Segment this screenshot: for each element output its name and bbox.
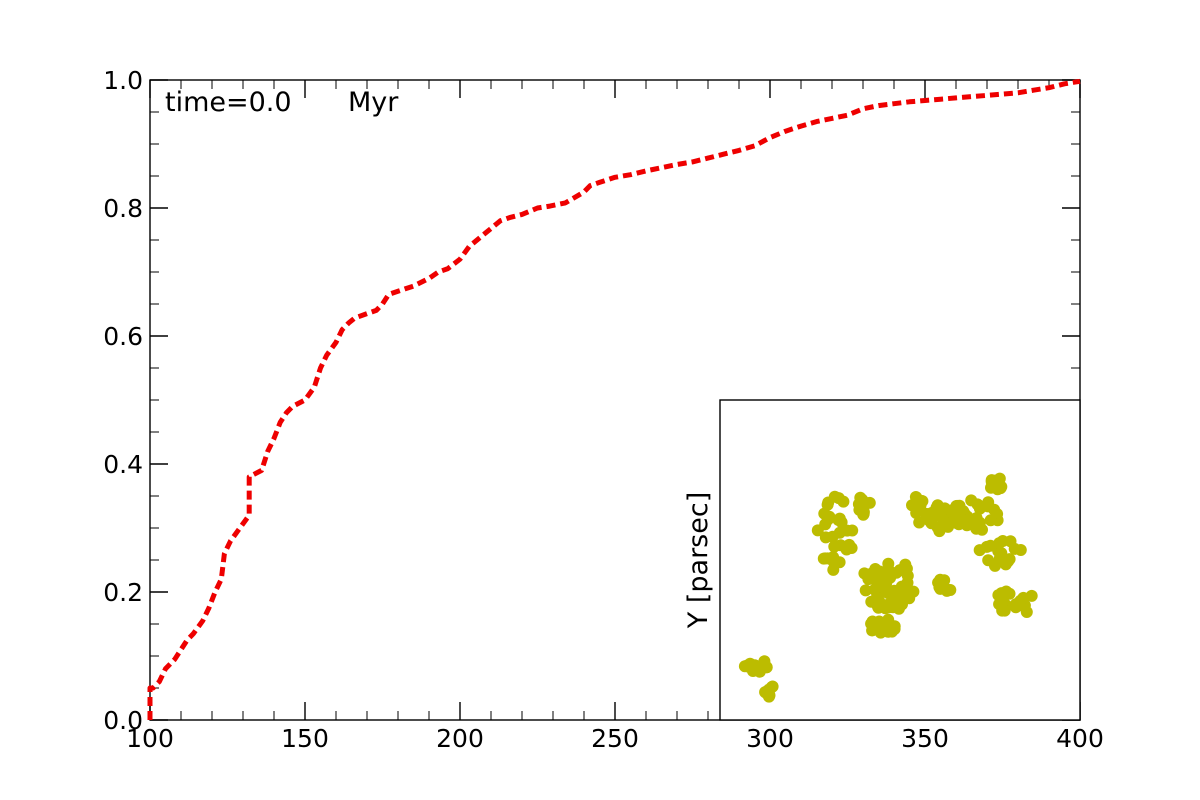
inset-scatter-point [1014, 544, 1027, 556]
inset-scatter-point [835, 516, 848, 529]
inset-scatter-point [882, 625, 895, 638]
inset-scatter-point [821, 498, 834, 511]
inset-scatter-point [893, 564, 906, 577]
inset-scatter-point [946, 503, 959, 516]
y-tick-label: 0.2 [103, 578, 143, 607]
inset-scatter-point [858, 567, 871, 580]
inset-scatter-point [870, 591, 883, 604]
cumulative-line-series [147, 78, 1081, 720]
inset-scatter-point [934, 581, 947, 594]
y-tick-labels: 0.0 0.2 0.4 0.6 0.8 1.0 [103, 66, 143, 735]
x-tick-label: 350 [901, 724, 949, 753]
inset-scatter-point [982, 554, 995, 567]
inset-scatter-point [996, 604, 1009, 617]
series-layer [147, 78, 1081, 720]
y-tick-label: 0.6 [103, 322, 143, 351]
time-annotation: time=0.0 [165, 87, 292, 118]
inset-plot-background [720, 400, 1080, 720]
inset-scatter-point [1014, 594, 1027, 607]
inset-scatter-point [970, 512, 983, 524]
inset-scatter-point [995, 587, 1008, 600]
inset-scatter-point [947, 514, 960, 527]
inset-scatter-point [821, 552, 834, 565]
inset-scatter-point [901, 576, 914, 589]
inset-scatter-point [888, 584, 901, 597]
inset-scatter-point [854, 491, 867, 504]
inset-scatter-point [1004, 535, 1017, 548]
inset-scatter-point [854, 504, 867, 517]
inset-scatter-point [763, 689, 776, 702]
inset-scatter-point [834, 539, 847, 552]
inset-scatter-point [984, 539, 997, 552]
inset-scatter-point [882, 613, 895, 626]
inset-scatter-point [1020, 606, 1033, 618]
inset-scatter-point [965, 494, 978, 507]
x-tick-label: 300 [746, 724, 794, 753]
inset-scatter-point [837, 495, 850, 508]
inset-y-axis-label: Y [parsec] [683, 492, 714, 629]
x-tick-labels: 100 150 200 250 300 350 400 [126, 724, 1104, 753]
inset-scatter-point [982, 496, 995, 509]
y-tick-label: 0.4 [103, 450, 143, 479]
inset-scatter-point [866, 615, 879, 628]
inset-scatter-point [913, 516, 926, 529]
inset-scatter-point [985, 474, 998, 487]
inset-scatter-point [833, 556, 846, 569]
x-tick-label: 200 [436, 724, 484, 753]
inset-scatter-point [866, 624, 879, 637]
x-tick-label: 150 [281, 724, 329, 753]
y-tick-label: 0.8 [103, 194, 143, 223]
inset-scatter-point [753, 665, 766, 678]
time-unit: Myr [348, 87, 399, 118]
inset-scatter-point [741, 659, 754, 672]
inset-scatter-layer [738, 472, 1038, 703]
inset-scatter-point [984, 514, 997, 527]
y-tick-label: 0.0 [103, 706, 143, 735]
inset-scatter-point [934, 510, 946, 523]
inset-scatter-point [882, 557, 895, 570]
x-tick-label: 100 [126, 724, 174, 753]
inset-scatter-point [944, 584, 957, 596]
inset-scatter-point [925, 517, 938, 530]
inset-scatter-point [896, 598, 908, 611]
inset-scatter-point [999, 558, 1012, 571]
inset-scatter-point [1025, 589, 1038, 602]
x-tick-label: 250 [591, 724, 639, 753]
inset-axes: Y [parsec] [683, 399, 1081, 721]
inset-scatter-point [869, 563, 882, 575]
y-tick-label: 1.0 [103, 66, 143, 95]
inset-scatter-point [833, 526, 846, 539]
inset-scatter-point [845, 542, 858, 554]
inset-scatter-point [914, 496, 927, 509]
inset-scatter-point [859, 584, 872, 597]
inset-plot-frame [719, 399, 1081, 721]
x-tick-label: 400 [1056, 724, 1104, 753]
inset-scatter-point [821, 513, 834, 526]
inset-scatter-point [976, 523, 988, 536]
inset-scatter-point [811, 524, 824, 537]
main-axes: 100 150 200 250 300 350 400 0.0 0.2 0.4 0.6 0.8 1.0… [103, 66, 1104, 753]
